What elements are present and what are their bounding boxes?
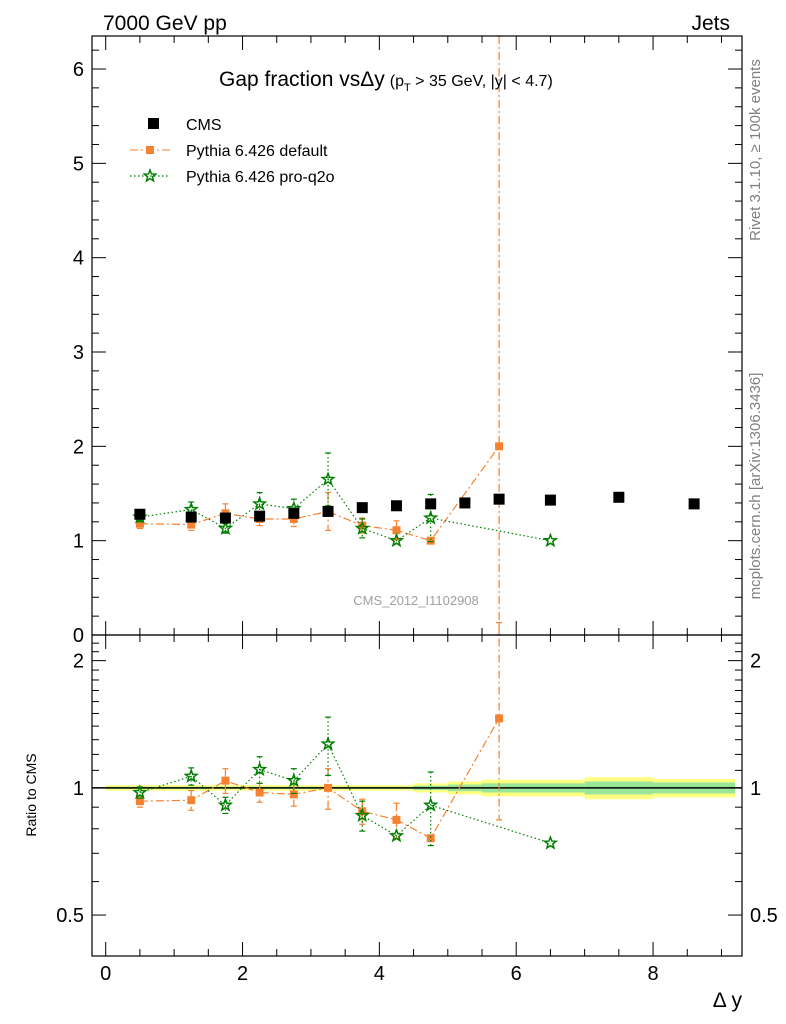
main-panel: 0 1 2 3 4 5 6 Gap fraction vsΔy (pT > 35 GeV, |… xyxy=(73,35,743,647)
proq2o-point xyxy=(320,735,336,751)
legend-cms-marker xyxy=(148,118,159,129)
proq2o-point xyxy=(542,532,559,548)
cms-point xyxy=(390,500,402,512)
proq2o-point xyxy=(217,797,234,812)
header-left: 7000 GeV pp xyxy=(103,12,227,35)
default-point xyxy=(135,519,144,528)
ratio-y-tick-label-right: 0.5 xyxy=(750,905,778,927)
ratio-panel-series xyxy=(132,622,559,850)
proq2o-point xyxy=(217,520,234,535)
default-point xyxy=(187,520,196,529)
y-tick-label: 3 xyxy=(73,342,84,364)
default-line xyxy=(139,445,500,542)
proq2o-point xyxy=(354,807,371,823)
default-point xyxy=(358,521,367,530)
cms-point xyxy=(219,512,231,524)
proq2o-point xyxy=(388,532,405,548)
header-right: Jets xyxy=(691,12,730,35)
default-point xyxy=(495,442,504,451)
legend-cms-label: CMS xyxy=(186,117,222,134)
proq2o-line xyxy=(139,742,551,844)
cms-point xyxy=(288,507,300,519)
legend-proq2o-label: Pythia 6.426 pro-q2o xyxy=(186,169,335,186)
x-tick-label: 8 xyxy=(647,963,658,985)
default-point xyxy=(392,526,401,535)
cms-point xyxy=(613,491,625,503)
default-point xyxy=(255,788,264,797)
y-tick-label: 0 xyxy=(73,625,84,647)
y-tick-label: 6 xyxy=(73,59,84,81)
legend-proq2o-marker xyxy=(142,167,158,183)
rivet-label: Rivet 3.1.10, ≥ 100k events xyxy=(747,59,764,241)
mcplots-label: mcplots.cern.ch [arXiv:1306.3436] xyxy=(747,373,764,600)
default-point xyxy=(324,783,333,792)
proq2o-point xyxy=(422,797,439,812)
proq2o-point xyxy=(286,772,302,788)
proq2o-point xyxy=(183,768,199,783)
default-point xyxy=(426,834,435,843)
cms-point xyxy=(356,502,368,514)
proq2o-point xyxy=(132,784,148,800)
ratio-panel-ticks: 0.5 0.5 1 1 2 2 0 2 4 6 8 xyxy=(56,635,778,985)
cms-point xyxy=(459,497,471,509)
default-point xyxy=(187,796,196,805)
main-panel-series xyxy=(132,35,700,636)
default-point xyxy=(135,797,144,806)
cms-point xyxy=(425,498,437,510)
proq2o-point xyxy=(422,509,439,525)
proq2o-point xyxy=(388,827,405,843)
analysis-watermark: CMS_2012_I1102908 xyxy=(353,593,479,608)
proq2o-point xyxy=(354,520,371,535)
cms-point xyxy=(322,505,334,517)
proq2o-point xyxy=(320,471,336,486)
ratio-y-tick-label: 1 xyxy=(73,778,84,800)
chart-title: Gap fraction vsΔy (pT > 35 GeV, |y| < 4.7… xyxy=(219,68,553,94)
x-tick-label: 4 xyxy=(374,963,385,985)
cms-point xyxy=(544,494,556,506)
legend: CMS Pythia 6.426 default Pythia 6.426 pr… xyxy=(130,117,335,186)
ratio-y-tick-label: 0.5 xyxy=(56,905,84,927)
proq2o-point xyxy=(251,761,268,777)
cms-point xyxy=(688,498,700,510)
ratio-y-tick-label: 2 xyxy=(73,651,84,673)
y-tick-label: 5 xyxy=(73,153,84,175)
default-line xyxy=(139,718,500,840)
ratio-panel: 0.5 0.5 1 1 2 2 0 2 4 6 8 Ratio to CMS Δ y xyxy=(23,622,778,1012)
cms-point xyxy=(134,508,146,520)
y-tick-label: 4 xyxy=(73,248,84,270)
y-tick-label: 1 xyxy=(73,531,84,553)
x-tick-label: 2 xyxy=(237,963,248,985)
default-point xyxy=(392,815,401,824)
ratio-y-tick-label-right: 2 xyxy=(750,651,761,673)
proq2o-point xyxy=(251,495,268,511)
default-point xyxy=(426,536,435,545)
ratio-panel-frame xyxy=(91,634,743,957)
default-point xyxy=(289,514,298,523)
default-point xyxy=(495,714,504,723)
proq2o-line xyxy=(139,478,551,542)
x-axis-label: Δ y xyxy=(713,989,743,1012)
default-point xyxy=(221,776,230,785)
legend-default-label: Pythia 6.426 default xyxy=(186,143,328,160)
y-tick-label: 2 xyxy=(73,436,84,458)
cms-point xyxy=(185,511,197,523)
ratio-y-tick-label-right: 1 xyxy=(750,778,761,800)
legend-default-marker xyxy=(146,146,154,154)
x-tick-label: 6 xyxy=(511,963,522,985)
x-tick-label: 0 xyxy=(100,963,111,985)
main-panel-ticks: 0 1 2 3 4 5 6 xyxy=(73,36,742,647)
proq2o-point xyxy=(542,834,559,850)
ratio-ylabel: Ratio to CMS xyxy=(23,753,39,836)
cms-point xyxy=(254,510,266,522)
cms-point xyxy=(493,493,505,505)
default-point xyxy=(289,790,298,799)
